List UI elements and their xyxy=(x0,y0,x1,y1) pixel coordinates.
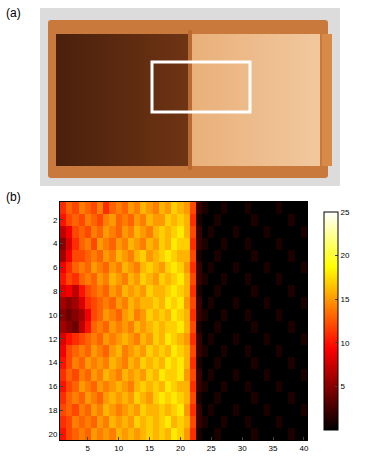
svg-text:12: 12 xyxy=(48,335,57,344)
svg-text:10: 10 xyxy=(114,444,123,453)
svg-text:20: 20 xyxy=(341,251,350,260)
svg-text:8: 8 xyxy=(53,287,58,296)
svg-text:14: 14 xyxy=(48,358,57,367)
svg-text:20: 20 xyxy=(176,444,185,453)
svg-text:2: 2 xyxy=(53,216,58,225)
svg-text:30: 30 xyxy=(238,444,247,453)
svg-text:40: 40 xyxy=(299,444,308,453)
svg-text:35: 35 xyxy=(269,444,278,453)
svg-text:18: 18 xyxy=(48,406,57,415)
svg-text:6: 6 xyxy=(53,263,58,272)
svg-text:25: 25 xyxy=(207,444,216,453)
svg-text:20: 20 xyxy=(48,430,57,439)
svg-text:4: 4 xyxy=(53,239,58,248)
svg-text:15: 15 xyxy=(341,295,350,304)
html-text:(b): (b) xyxy=(6,190,21,204)
svg-text:5: 5 xyxy=(341,382,346,391)
svg-text:15: 15 xyxy=(145,444,154,453)
svg-text:10: 10 xyxy=(341,339,350,348)
html-text:(a): (a) xyxy=(6,6,21,20)
svg-text:5: 5 xyxy=(86,444,91,453)
svg-text:10: 10 xyxy=(48,311,57,320)
svg-text:16: 16 xyxy=(48,382,57,391)
svg-text:25: 25 xyxy=(341,208,350,217)
